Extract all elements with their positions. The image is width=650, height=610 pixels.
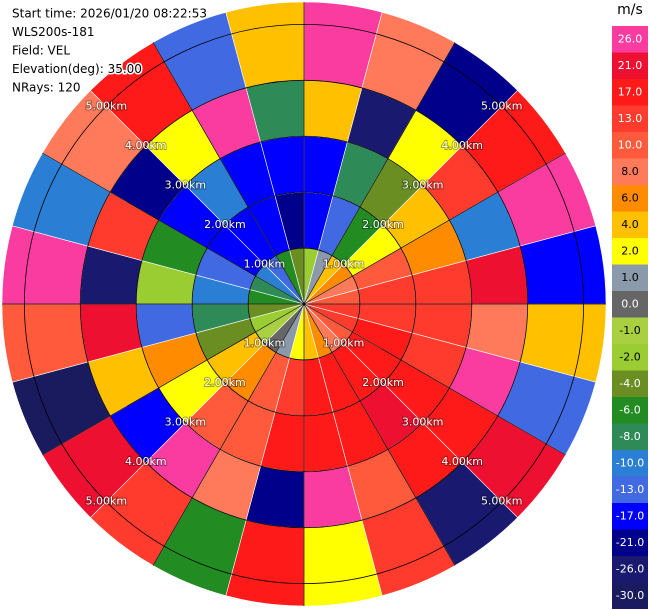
colorbar-band	[612, 344, 648, 371]
colorbar-band	[612, 556, 648, 583]
colorbar-band	[612, 397, 648, 424]
range-ring-label: 3.00km	[165, 178, 207, 191]
range-ring-label: 3.00km	[165, 416, 207, 429]
colorbar-band	[612, 291, 648, 318]
info: Start time: 2026/01/20 08:22:53 WLS200s-1…	[11, 5, 209, 96]
range-ring-label: 4.00km	[441, 455, 483, 468]
colorbar-band	[612, 423, 648, 450]
colorbar-label: m/s	[617, 2, 643, 18]
colorbar-band	[612, 264, 648, 291]
info-line: Field: VEL	[12, 44, 70, 58]
colorbar-band	[612, 211, 648, 238]
range-ring-label: 5.00km	[481, 495, 523, 508]
colorbar-tick-label: -30.0	[616, 589, 644, 602]
range-ring	[23, 23, 585, 585]
colorbar-tick-label: 0.0	[621, 297, 639, 310]
colorbar: m/s 26.0 21.0 17.0 13.0 10.0 8.0 6.0 4.0 2.0 1.0 0…	[612, 1, 648, 609]
colorbar-tick-label: -17.0	[616, 509, 644, 522]
info-line: WLS200s-181	[12, 25, 95, 39]
range-ring	[247, 247, 361, 361]
colorbar-tick-label: 1.0	[621, 271, 639, 284]
range-ring-label: 1.00km	[323, 337, 365, 350]
range-ring-label: 4.00km	[441, 139, 483, 152]
colorbar-band	[612, 450, 648, 477]
colorbar-band	[612, 26, 648, 53]
spoke	[303, 303, 566, 456]
range-grid: 1.00km 1.00km 1.00km 1.00km 2.00km 2.00km 2.00…	[2, 2, 606, 606]
colorbar-tick-label: 4.0	[621, 218, 639, 231]
colorbar-band	[612, 582, 648, 609]
range-ring-label: 1.00km	[244, 257, 286, 270]
info-line: Start time: 2026/01/20 08:22:53	[12, 7, 207, 21]
info-line: NRays: 120	[12, 81, 81, 95]
spoke	[152, 303, 305, 566]
range-ring	[135, 135, 473, 473]
range-ring-label: 5.00km	[85, 495, 127, 508]
spoke	[303, 152, 566, 305]
colorbar-band	[612, 52, 648, 79]
colorbar-tick-label: -6.0	[619, 403, 640, 416]
range-ring	[79, 79, 529, 529]
colorbar-tick-label: 13.0	[618, 112, 643, 125]
range-ring-label: 5.00km	[85, 99, 127, 112]
range-ring-label: 2.00km	[204, 218, 246, 231]
range-ring-label: 4.00km	[125, 139, 167, 152]
colorbar-tick-label: -10.0	[616, 456, 644, 469]
spoke	[303, 42, 456, 305]
spoke	[42, 303, 305, 456]
colorbar-band	[612, 185, 648, 212]
range-ring-label: 1.00km	[244, 337, 286, 350]
range-ring	[191, 191, 417, 417]
colorbar-tick-label: 6.0	[621, 191, 639, 204]
colorbar-tick-label: -8.0	[619, 430, 640, 443]
colorbar-tick-label: -2.0	[619, 350, 640, 363]
range-ring-label: 4.00km	[125, 455, 167, 468]
colorbar-band	[612, 370, 648, 397]
colorbar-band	[612, 132, 648, 159]
colorbar-band	[612, 105, 648, 132]
colorbar-tick-label: 21.0	[618, 59, 643, 72]
spoke	[152, 42, 305, 305]
range-ring-label: 5.00km	[481, 99, 523, 112]
range-ring-label: 2.00km	[362, 376, 404, 389]
colorbar-band	[612, 529, 648, 556]
range-ring-label: 1.00km	[323, 257, 365, 270]
colorbar-band	[612, 238, 648, 265]
spoke	[42, 152, 305, 305]
colorbar-tick-label: 17.0	[618, 85, 643, 98]
colorbar-band	[612, 158, 648, 185]
range-ring-label: 3.00km	[402, 416, 444, 429]
colorbar-tick-label: -21.0	[616, 536, 644, 549]
colorbar-tick-label: -4.0	[619, 377, 640, 390]
colorbar-tick-label: 10.0	[618, 138, 643, 151]
colorbar-tick-label: 26.0	[618, 32, 643, 45]
colorbar-tick-label: 8.0	[621, 165, 639, 178]
colorbar-band	[612, 503, 648, 530]
range-ring-label: 2.00km	[362, 218, 404, 231]
spoke	[303, 303, 456, 566]
colorbar-tick-label: -1.0	[619, 324, 640, 337]
range-ring-label: 3.00km	[402, 178, 444, 191]
colorbar-tick-label: 2.0	[621, 244, 639, 257]
info-line: Elevation(deg): 35.00	[12, 62, 142, 76]
colorbar-band	[612, 476, 648, 503]
colorbar-band	[612, 79, 648, 106]
colorbar-tick-label: -26.0	[616, 562, 644, 575]
colorbar-tick-label: -13.0	[616, 483, 644, 496]
colorbar-band	[612, 317, 648, 344]
range-ring-label: 2.00km	[204, 376, 246, 389]
